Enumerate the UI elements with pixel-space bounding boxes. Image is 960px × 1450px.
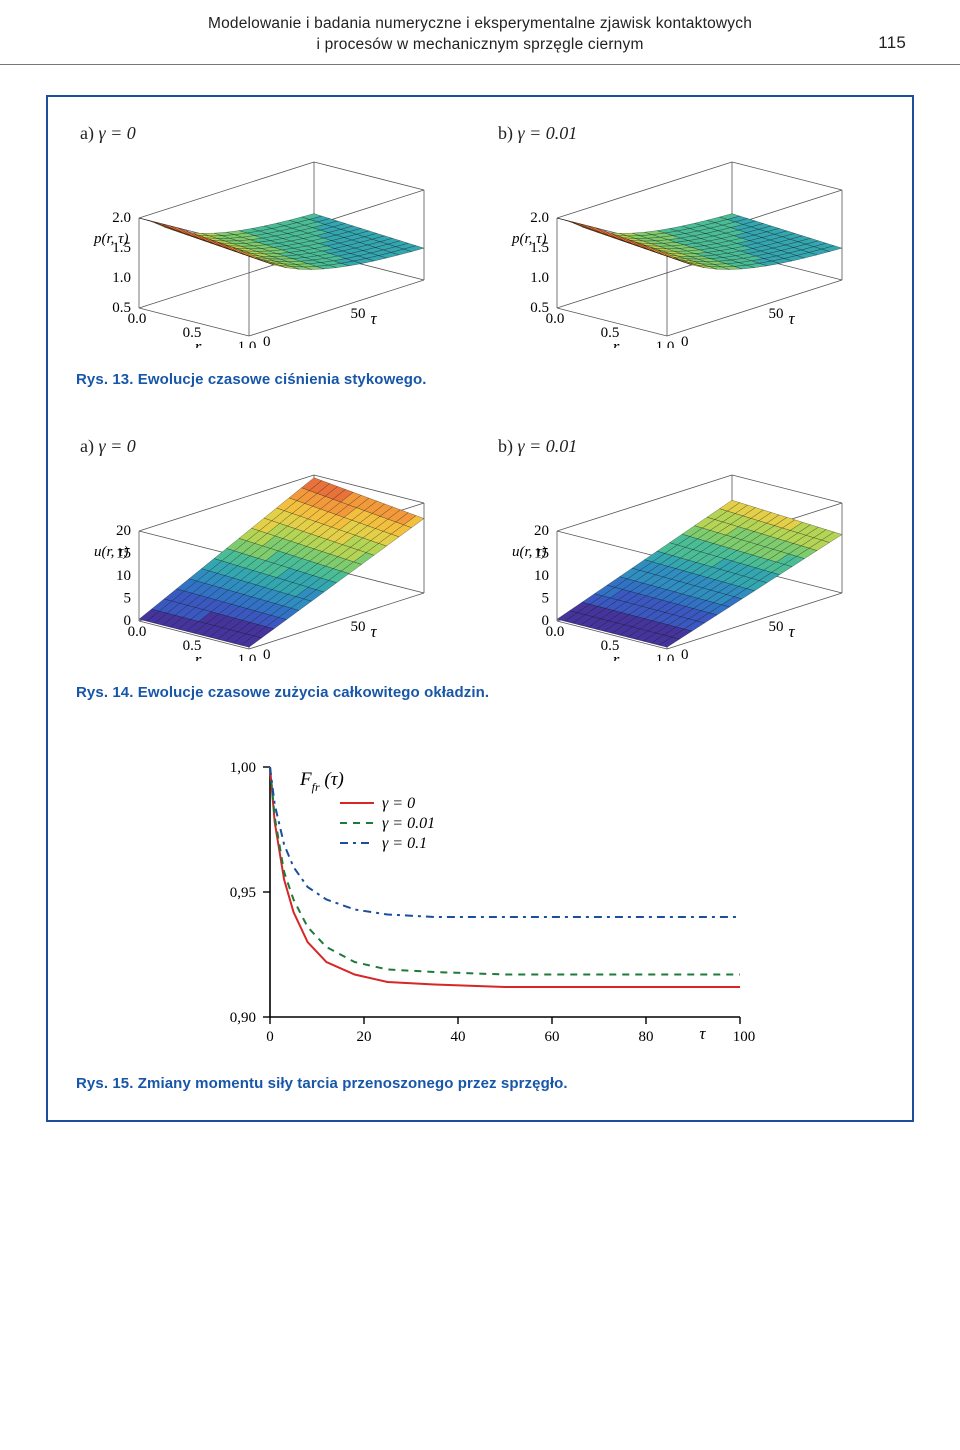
svg-text:γ = 0.1: γ = 0.1 [382, 835, 427, 852]
svg-text:15: 15 [116, 545, 131, 561]
fig13-b-label: b) γ = 0.01 [498, 123, 886, 144]
svg-text:0: 0 [263, 334, 271, 348]
fig14-panel-a: a) γ = 0 u(r, τ)051015200.00.51.0r050100… [74, 434, 468, 666]
fig15-wrap: 0 20 40 60 80 100 0,90 0,95 1,00 τ Ffr (τ) γ = 0 γ =… [74, 747, 886, 1057]
svg-text:100: 100 [733, 1029, 756, 1045]
svg-text:2.0: 2.0 [112, 210, 131, 226]
svg-text:15: 15 [534, 545, 549, 561]
svg-text:20: 20 [357, 1029, 372, 1045]
svg-text:τ: τ [371, 309, 378, 328]
fig13-row: a) γ = 0 p(r, τ)0.51.01.52.00.00.51.0r05… [74, 121, 886, 353]
fig13-panel-b: b) γ = 0.01 p(r, τ)0.51.01.52.00.00.51.0… [492, 121, 886, 353]
svg-text:10: 10 [534, 568, 549, 584]
fig14-row: a) γ = 0 u(r, τ)051015200.00.51.0r050100… [74, 434, 886, 666]
fig14-b-surface: u(r, τ)051015200.00.51.0r050100τ [492, 461, 852, 661]
svg-text:2.0: 2.0 [530, 210, 549, 226]
svg-text:0,95: 0,95 [230, 885, 256, 901]
svg-text:r: r [613, 650, 620, 661]
fig13-panel-a: a) γ = 0 p(r, τ)0.51.01.52.00.00.51.0r05… [74, 121, 468, 353]
svg-text:γ = 0.01: γ = 0.01 [382, 815, 435, 832]
svg-text:τ: τ [699, 1024, 706, 1043]
fig14-b-label: b) γ = 0.01 [498, 436, 886, 457]
svg-text:0: 0 [263, 647, 271, 661]
svg-text:Ffr (τ): Ffr (τ) [299, 769, 344, 794]
svg-text:5: 5 [124, 590, 132, 606]
fig14-caption: Rys. 14. Ewolucje czasowe zużycia całkow… [76, 684, 886, 701]
svg-text:r: r [613, 337, 620, 348]
svg-text:0.0: 0.0 [128, 624, 147, 640]
svg-text:1.5: 1.5 [530, 240, 549, 256]
svg-text:1,00: 1,00 [230, 760, 256, 776]
svg-text:1.0: 1.0 [656, 652, 675, 661]
header-line2: i procesów w mechanicznym sprzęgle ciern… [316, 36, 643, 53]
svg-text:0: 0 [681, 334, 689, 348]
svg-text:1.5: 1.5 [112, 240, 131, 256]
header-line1: Modelowanie i badania numeryczne i ekspe… [208, 15, 752, 32]
fig14-panel-b: b) γ = 0.01 u(r, τ)051015200.00.51.0r050… [492, 434, 886, 666]
svg-text:γ = 0: γ = 0 [382, 795, 415, 812]
fig15-plot: 0 20 40 60 80 100 0,90 0,95 1,00 τ Ffr (τ) γ = 0 γ =… [200, 747, 760, 1057]
page-number: 115 [878, 32, 906, 55]
svg-text:1.0: 1.0 [656, 339, 675, 348]
page-header: Modelowanie i badania numeryczne i ekspe… [0, 0, 960, 65]
fig14-a-surface: u(r, τ)051015200.00.51.0r050100τ [74, 461, 434, 661]
svg-text:5: 5 [542, 590, 550, 606]
fig13-b-surface: p(r, τ)0.51.01.52.00.00.51.0r050100τ [492, 148, 852, 348]
svg-text:0: 0 [266, 1029, 274, 1045]
svg-text:50: 50 [769, 306, 784, 322]
svg-text:80: 80 [639, 1029, 654, 1045]
svg-text:20: 20 [116, 523, 131, 539]
svg-text:50: 50 [769, 619, 784, 635]
svg-text:0.0: 0.0 [546, 624, 565, 640]
svg-text:0.0: 0.0 [128, 311, 147, 327]
svg-text:r: r [195, 337, 202, 348]
svg-text:τ: τ [371, 622, 378, 641]
fig13-a-label: a) γ = 0 [80, 123, 468, 144]
svg-text:τ: τ [789, 622, 796, 641]
svg-text:r: r [195, 650, 202, 661]
svg-text:1.0: 1.0 [530, 270, 549, 286]
svg-text:10: 10 [116, 568, 131, 584]
fig13-caption: Rys. 13. Ewolucje czasowe ciśnienia styk… [76, 371, 886, 388]
fig15-caption: Rys. 15. Zmiany momentu siły tarcia prze… [76, 1075, 886, 1092]
svg-text:0: 0 [681, 647, 689, 661]
svg-text:50: 50 [351, 619, 366, 635]
svg-text:1.0: 1.0 [238, 652, 257, 661]
svg-text:60: 60 [545, 1029, 560, 1045]
svg-text:20: 20 [534, 523, 549, 539]
svg-text:50: 50 [351, 306, 366, 322]
svg-text:40: 40 [451, 1029, 466, 1045]
svg-text:1.0: 1.0 [238, 339, 257, 348]
svg-text:0.0: 0.0 [546, 311, 565, 327]
svg-text:0,90: 0,90 [230, 1010, 256, 1026]
svg-text:τ: τ [789, 309, 796, 328]
fig14-a-label: a) γ = 0 [80, 436, 468, 457]
fig13-a-surface: p(r, τ)0.51.01.52.00.00.51.0r050100τ [74, 148, 434, 348]
svg-text:1.0: 1.0 [112, 270, 131, 286]
figure-container: a) γ = 0 p(r, τ)0.51.01.52.00.00.51.0r05… [46, 95, 914, 1122]
